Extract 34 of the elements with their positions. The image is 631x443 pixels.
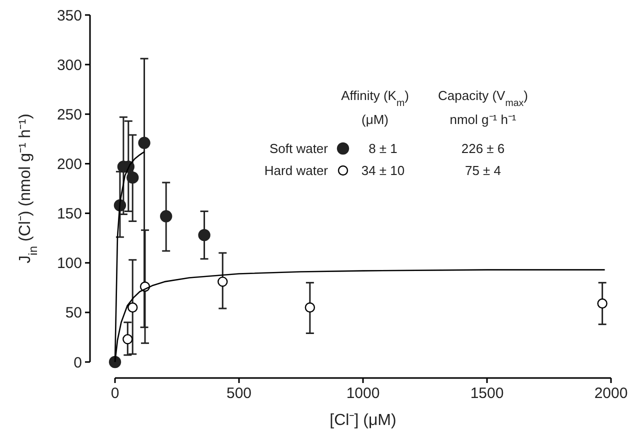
legend-label: Soft water: [269, 141, 329, 156]
y-tick-label: 0: [74, 354, 82, 372]
x-tick-label: 500: [226, 385, 252, 402]
point: [108, 356, 122, 368]
annotation: nmol g⁻¹ h⁻¹: [450, 112, 517, 127]
point: [304, 302, 316, 313]
y-tick-label: 300: [56, 56, 82, 74]
x-tick-label: 1000: [346, 385, 380, 402]
point: [198, 228, 210, 242]
annotation: Capacity (V$_{max}$): [438, 88, 528, 108]
legend-label: Hard water: [264, 163, 329, 178]
y-tick-label: 350: [56, 7, 82, 24]
y-tick-label: 100: [56, 255, 82, 272]
x-tick-label: 0: [110, 385, 120, 402]
annotation: (μM): [362, 112, 388, 127]
point: [126, 171, 139, 184]
x-axis-title: [Cl⁻] (μM): [330, 412, 396, 429]
point: [160, 210, 172, 222]
y-tick-label: 150: [56, 206, 82, 223]
annotation: 34 ± 10: [361, 163, 405, 178]
point: [122, 334, 133, 344]
point: [128, 302, 138, 313]
point: [138, 136, 150, 149]
annotation: 8 ± 1: [368, 141, 398, 156]
x-tick-label: 2000: [594, 385, 628, 402]
point: [218, 276, 228, 287]
annotation: 75 ± 4: [464, 163, 502, 178]
point: [597, 298, 608, 309]
x-tick-label: 1500: [470, 385, 504, 402]
annotation: Affinity (K$_{m}$): [341, 88, 409, 108]
y-tick-label: 250: [56, 106, 82, 124]
annotation: 226 ± 6: [461, 141, 505, 156]
y-tick-label: 50: [65, 304, 82, 322]
y-tick-label: 200: [56, 156, 82, 173]
